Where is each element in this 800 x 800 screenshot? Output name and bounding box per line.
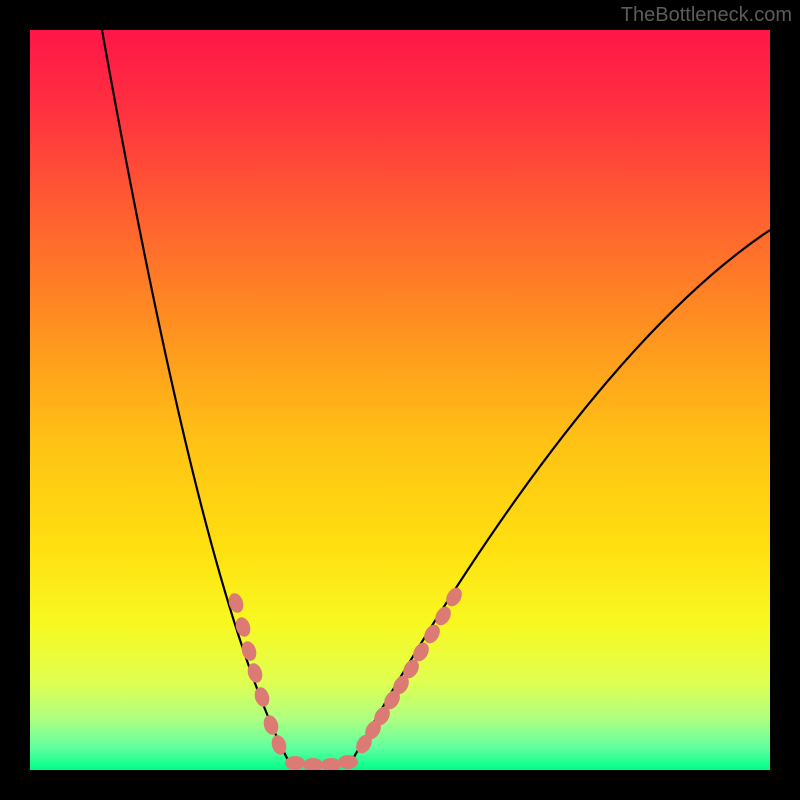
plot-area: [30, 30, 770, 770]
bottleneck-chart: [30, 30, 770, 770]
gradient-background: [30, 30, 770, 770]
curve-marker: [285, 756, 305, 770]
curve-marker: [338, 755, 358, 769]
watermark-text: TheBottleneck.com: [621, 4, 792, 27]
